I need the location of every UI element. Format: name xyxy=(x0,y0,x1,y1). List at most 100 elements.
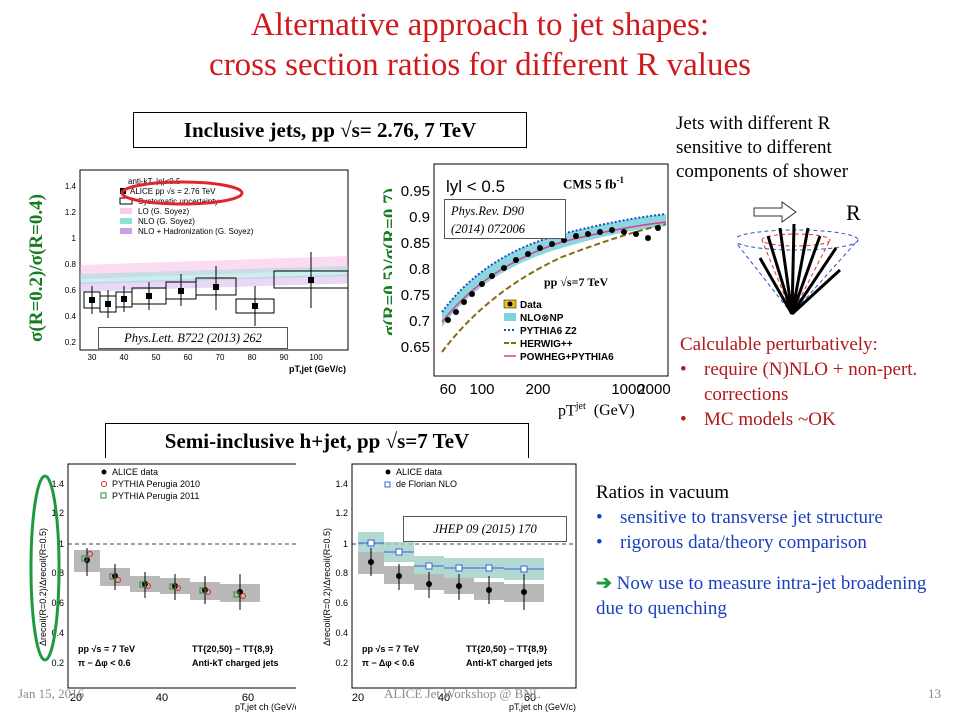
plot2-xlabel-sup: jet xyxy=(575,401,586,412)
plot2-ytick: 0.85 xyxy=(401,235,430,252)
plot3-ytick: 1 xyxy=(59,539,64,549)
plot1-nlo-band xyxy=(79,266,349,284)
plot1-ytick: 0.6 xyxy=(65,286,77,295)
plot1-xtick: 70 xyxy=(216,353,225,362)
plot2-ytick: 0.9 xyxy=(409,209,430,226)
plot2-legend-nlo: NLO⊗NP xyxy=(520,313,564,324)
plot1-xlabel: pT,jet (GeV/c) xyxy=(289,364,346,374)
plot1-xtick: 60 xyxy=(184,353,193,362)
plot2-xlabel-p: pT xyxy=(558,402,576,420)
plot1-xtick: 50 xyxy=(152,353,161,362)
plot4-reference: JHEP 09 (2015) 170 xyxy=(403,516,567,542)
footer-date: Jan 15, 2016 xyxy=(18,686,85,701)
plot3-highlight-ellipse xyxy=(29,474,61,662)
plot2-legend-powheg: POWHEG+PYTHIA6 xyxy=(520,352,614,363)
plot4-nlo-points xyxy=(367,539,528,573)
calculable-bullet: require (N)NLO + non-pert. corrections xyxy=(680,357,950,407)
plot2-legend-pythia: PYTHIA6 Z2 xyxy=(520,326,577,337)
plot3-perugia2011 xyxy=(81,555,240,598)
plot3-xtick: 40 xyxy=(156,692,168,704)
calculable-bullet: MC models ~OK xyxy=(680,407,950,432)
inclusive-jets-label: Inclusive jets, pp √s= 2.76, 7 TeV xyxy=(133,112,527,148)
jets-description: Jets with different R sensitive to diffe… xyxy=(676,112,946,184)
plot3-ytick: 0.2 xyxy=(51,658,64,668)
plot1-yticks: 1.4 1.2 1 0.8 0.6 0.4 0.2 xyxy=(65,182,77,347)
plot3-xticks: 20 40 60 xyxy=(70,692,254,704)
plot3-info-2: π − Δφ < 0.6 xyxy=(78,658,131,668)
plot4-yticks: 1.4 1.2 1 0.8 0.6 0.4 0.2 xyxy=(335,479,348,668)
plot1-xtick: 90 xyxy=(280,353,289,362)
outer-cone-ellipse xyxy=(736,229,859,251)
plot3-chart: ALICE data PYTHIA Perugia 2010 PYTHIA Pe… xyxy=(12,458,312,714)
plot1-legend-nlo: NLO (G. Soyez) xyxy=(138,217,195,226)
plot3-legend-p2010: PYTHIA Perugia 2010 xyxy=(112,479,200,489)
plot4-legend-nlo: de Florian NLO xyxy=(396,479,457,489)
vacuum-heading: Ratios in vacuum xyxy=(596,482,729,503)
plot3-info: pp √s = 7 TeV π − Δφ < 0.6 TT{20,50} − T… xyxy=(78,644,279,668)
plot1-legend-header: anti-kT, |η|<0.5 xyxy=(128,177,181,186)
plot2-cms-label: CMS 5 fb-1 xyxy=(563,175,624,192)
slide-title-line1: Alternative approach to jet shapes: xyxy=(250,7,710,43)
plot4-info-1: pp √s = 7 TeV xyxy=(362,644,419,654)
plot3-xlabel: pT,jet ch (GeV/c) xyxy=(235,702,302,712)
plot2-ytick: 0.95 xyxy=(401,183,430,200)
plot1-points xyxy=(89,277,314,309)
arrow-statement-text: Now use to measure intra-jet broadening … xyxy=(596,573,927,619)
plot1-reference: Phys.Lett. B722 (2013) 262 xyxy=(98,327,288,349)
plot2-eta-label: lyl < 0.5 xyxy=(446,177,505,196)
plot2-legend: Data NLO⊗NP PYTHIA6 Z2 HERWIG++ POWHEG+P… xyxy=(503,299,614,363)
slide-title-line2: cross section ratios for different R val… xyxy=(209,47,751,83)
plot1-legend-sys: Systematic uncertainty xyxy=(138,197,218,206)
plot4-info-2: π − Δφ < 0.6 xyxy=(362,658,415,668)
plot3-legend-data: ALICE data xyxy=(112,467,158,477)
plot1-nlohad-band xyxy=(79,274,349,292)
vacuum-section: Ratios in vacuum sensitive to transverse… xyxy=(596,480,946,621)
footer-center: ALICE Jet Workshop @ BNL xyxy=(384,686,541,701)
plot3-info-3: TT{20,50} − TT{8,9} xyxy=(192,644,274,654)
plot1-ytick: 1 xyxy=(72,234,77,243)
plot3-xtick: 60 xyxy=(242,692,254,704)
plot2-yticks: 0.95 0.9 0.85 0.8 0.75 0.7 0.65 xyxy=(401,183,430,356)
plot1-ytick: 1.4 xyxy=(65,182,77,191)
plot4-points xyxy=(368,559,527,595)
plot1-xtick: 80 xyxy=(248,353,257,362)
plot4-ytick: 1 xyxy=(343,539,348,549)
plot4-info: pp √s = 7 TeV π − Δφ < 0.6 TT{20,50} − T… xyxy=(362,644,553,668)
plot4-xlabel: pT,jet ch (GeV/c) xyxy=(509,702,576,712)
plot2-ytick: 0.65 xyxy=(401,339,430,356)
calculable-section: Calculable perturbatively: require (N)NL… xyxy=(680,332,950,432)
plot2-xticks: 60 100 200 1000 2000 xyxy=(440,381,671,398)
plot4-legend: ALICE data de Florian NLO xyxy=(384,467,457,489)
plot1-ytick: 0.2 xyxy=(65,338,77,347)
r-arrow-icon xyxy=(753,201,797,223)
plot3-ytick: 0.4 xyxy=(51,628,64,638)
plot4-ytick: 1.2 xyxy=(335,508,348,518)
jet-particle-arrows xyxy=(758,223,842,316)
semi-inclusive-label: Semi-inclusive h+jet, pp √s=7 TeV xyxy=(105,423,529,459)
plot2-legend-data: Data xyxy=(520,300,542,311)
plot2-legend-herwig: HERWIG++ xyxy=(520,339,573,350)
plot2-xtick: 200 xyxy=(525,381,550,398)
plot4-xtick: 60 xyxy=(524,692,536,704)
plot2-xtick: 1000 xyxy=(611,381,644,398)
r-label: R xyxy=(846,200,861,225)
plot2-herwig-line xyxy=(441,223,667,353)
vacuum-bullet: rigorous data/theory comparison xyxy=(596,530,946,555)
jets-line1: Jets with different R xyxy=(676,113,831,134)
footer-page: 13 xyxy=(928,686,941,701)
plot2-ref-line1: Phys.Rev. D90 xyxy=(451,204,525,218)
vacuum-bullet: sensitive to transverse jet structure xyxy=(596,505,946,530)
plot3-info-1: pp √s = 7 TeV xyxy=(78,644,135,654)
plot4-xtick: 40 xyxy=(438,692,450,704)
plot1-ytick: 0.4 xyxy=(65,312,77,321)
plot4-ytick: 0.8 xyxy=(335,568,348,578)
jets-line3: components of shower xyxy=(676,161,849,182)
plot3-xtick: 20 xyxy=(70,692,82,704)
plot2-xtick: 100 xyxy=(469,381,494,398)
plot1-legend-lo: LO (G. Soyez) xyxy=(138,207,189,216)
plot1-ytick: 1.2 xyxy=(65,208,77,217)
plot2-ytick: 0.75 xyxy=(401,287,430,304)
plot4-ytick: 0.2 xyxy=(335,658,348,668)
plot2-reference: Phys.Rev. D90 (2014) 072006 xyxy=(444,199,566,239)
plot3-info-4: Anti-kT charged jets xyxy=(192,658,279,668)
